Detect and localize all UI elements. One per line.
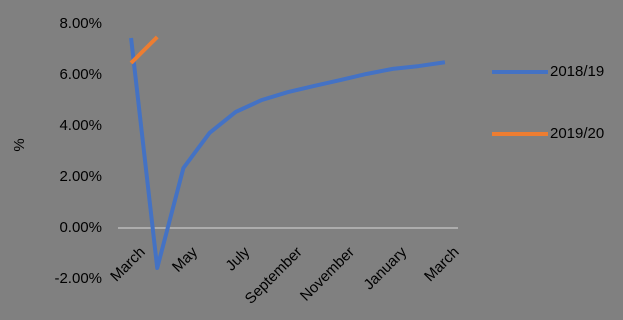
- series-line: [129, 35, 159, 65]
- legend-label: 2019/20: [550, 125, 604, 142]
- y-tick-label: 8.00%: [59, 15, 102, 32]
- y-tick-label: -2.00%: [54, 270, 102, 287]
- y-tick-label: 2.00%: [59, 168, 102, 185]
- y-tick-label: 6.00%: [59, 66, 102, 83]
- series-line: [129, 37, 446, 271]
- y-tick-label: 4.00%: [59, 117, 102, 134]
- y-tick-label: 0.00%: [59, 219, 102, 236]
- legend-label: 2018/19: [550, 63, 604, 80]
- y-axis-label: %: [11, 138, 28, 151]
